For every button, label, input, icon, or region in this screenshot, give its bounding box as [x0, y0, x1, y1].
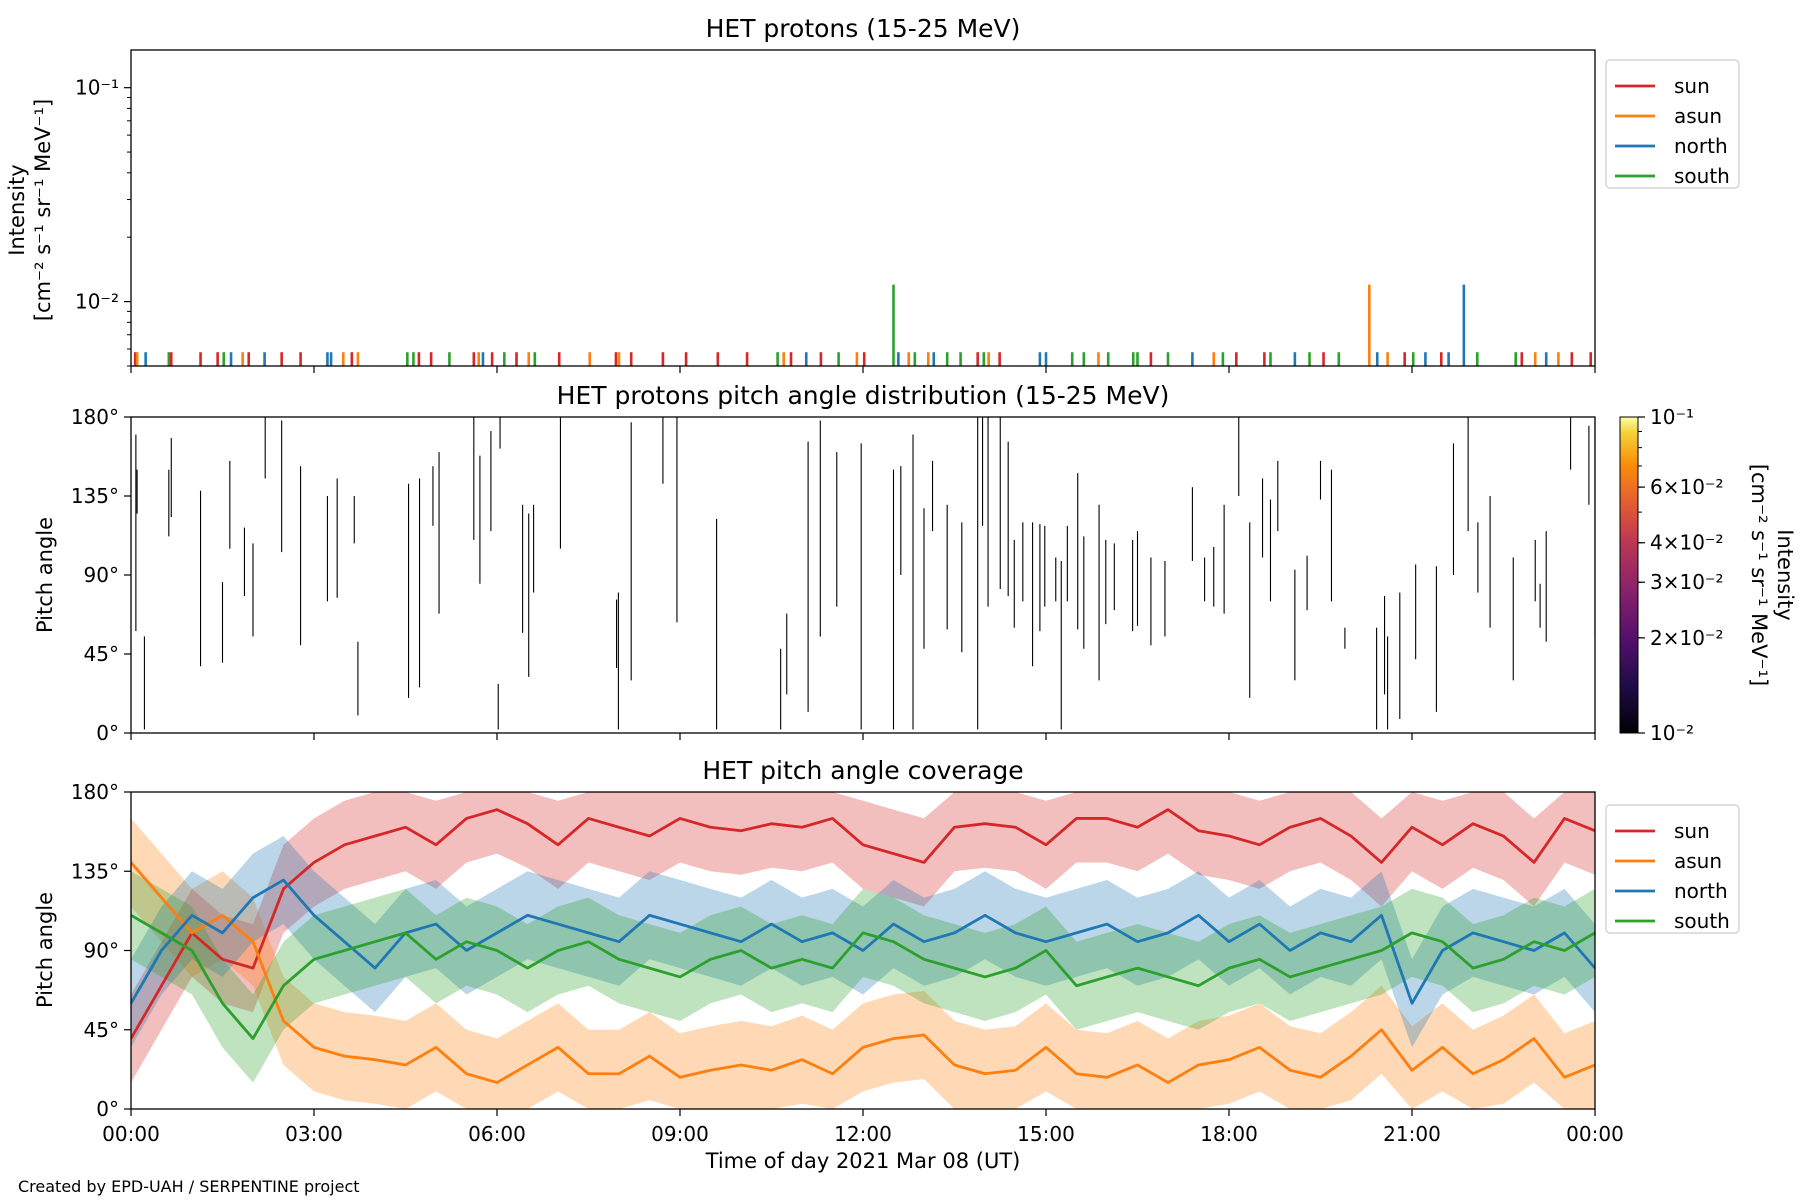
intensity-ylabel-line2: [cm⁻² s⁻¹ sr⁻¹ MeV⁻¹]	[31, 99, 55, 321]
y-tick-label: 0°	[96, 721, 119, 745]
coverage-band-south	[131, 871, 1595, 1083]
y-tick-label: 135°	[71, 859, 119, 883]
colorbar-label-line1: Intensity	[1773, 529, 1797, 620]
coverage-line-asun	[131, 861, 1595, 1084]
legend-label-south: south	[1674, 164, 1730, 188]
coverage-panel-title: HET pitch angle coverage	[702, 756, 1023, 785]
coverage-band-asun	[131, 818, 1595, 1109]
x-tick-label: 00:00	[1566, 1122, 1624, 1146]
colorbar-tick-label: 4×10⁻²	[1650, 531, 1724, 555]
x-tick-label: 03:00	[285, 1122, 343, 1146]
footer-credit: Created by EPD-UAH / SERPENTINE project	[18, 1177, 360, 1196]
legend-label-sun: sun	[1674, 819, 1710, 843]
legend-box	[1605, 804, 1740, 934]
x-tick-label: 09:00	[651, 1122, 709, 1146]
x-tick-label: 18:00	[1200, 1122, 1258, 1146]
coverage-line-north	[131, 878, 1595, 1005]
y-tick-label: 180°	[71, 405, 119, 429]
colorbar-tick-label: 2×10⁻²	[1650, 626, 1724, 650]
colorbar-tick-label: 10⁻¹	[1650, 405, 1694, 429]
x-tick-label: 21:00	[1383, 1122, 1441, 1146]
legend-label-north: north	[1674, 134, 1728, 158]
coverage-ylabel: Pitch angle	[33, 892, 57, 1008]
coverage-band-north	[131, 836, 1595, 1048]
y-tick-label: 180°	[71, 780, 119, 804]
pad-panel-frame	[130, 416, 1596, 734]
x-tick-label: 12:00	[834, 1122, 892, 1146]
intensity-panel: HET protons (15-25 MeV) 10⁻¹ 10⁻² Intensi…	[5, 14, 1740, 373]
pitch-angle-distribution-panel: HET protons pitch angle distribution (15…	[33, 381, 1797, 745]
colorbar-label-line2: [cm⁻² s⁻¹ sr⁻¹ MeV⁻¹]	[1747, 464, 1771, 686]
y-tick-label: 10⁻²	[75, 290, 119, 314]
legend-label-north: north	[1674, 879, 1728, 903]
y-tick-label: 0°	[96, 1097, 119, 1121]
coverage-line-south	[131, 914, 1595, 1040]
y-tick-label: 45°	[84, 642, 119, 666]
x-tick-label: 00:00	[102, 1122, 160, 1146]
pad-panel-title: HET protons pitch angle distribution (15…	[557, 381, 1170, 410]
colorbar-tick-label: 6×10⁻²	[1650, 475, 1724, 499]
x-tick-label: 06:00	[468, 1122, 526, 1146]
legend-box	[1605, 59, 1740, 189]
legend-label-asun: asun	[1674, 849, 1722, 873]
y-tick-label: 90°	[84, 563, 119, 587]
coverage-band-sun	[131, 792, 1595, 1083]
colorbar-gradient	[1619, 416, 1639, 734]
colorbar-tick-label: 10⁻²	[1650, 721, 1694, 745]
colorbar: 10⁻¹ 6×10⁻² 4×10⁻² 3×10⁻² 2×10⁻² 10⁻² Intensi…	[1619, 405, 1797, 745]
pitch-angle-coverage-panel: HET pitch angle coverage 0° 45° 90° 135° 180…	[33, 756, 1740, 1173]
y-tick-label: 90°	[84, 939, 119, 963]
colorbar-tick-label: 3×10⁻²	[1650, 570, 1724, 594]
y-tick-label: 10⁻¹	[75, 76, 119, 100]
y-tick-label: 45°	[84, 1018, 119, 1042]
y-tick-label: 135°	[71, 484, 119, 508]
coverage-line-sun	[131, 808, 1595, 1040]
x-tick-label: 15:00	[1017, 1122, 1075, 1146]
coverage-legend: sun asun north south	[1605, 804, 1740, 934]
intensity-panel-title: HET protons (15-25 MeV)	[706, 14, 1021, 43]
pad-ylabel: Pitch angle	[33, 517, 57, 633]
legend-label-sun: sun	[1674, 74, 1710, 98]
intensity-legend: sun asun north south	[1605, 59, 1740, 189]
legend-label-south: south	[1674, 909, 1730, 933]
legend-label-asun: asun	[1674, 104, 1722, 128]
intensity-ylabel-line1: Intensity	[5, 164, 29, 255]
intensity-panel-frame	[130, 49, 1596, 367]
x-axis-label: Time of day 2021 Mar 08 (UT)	[705, 1149, 1021, 1173]
